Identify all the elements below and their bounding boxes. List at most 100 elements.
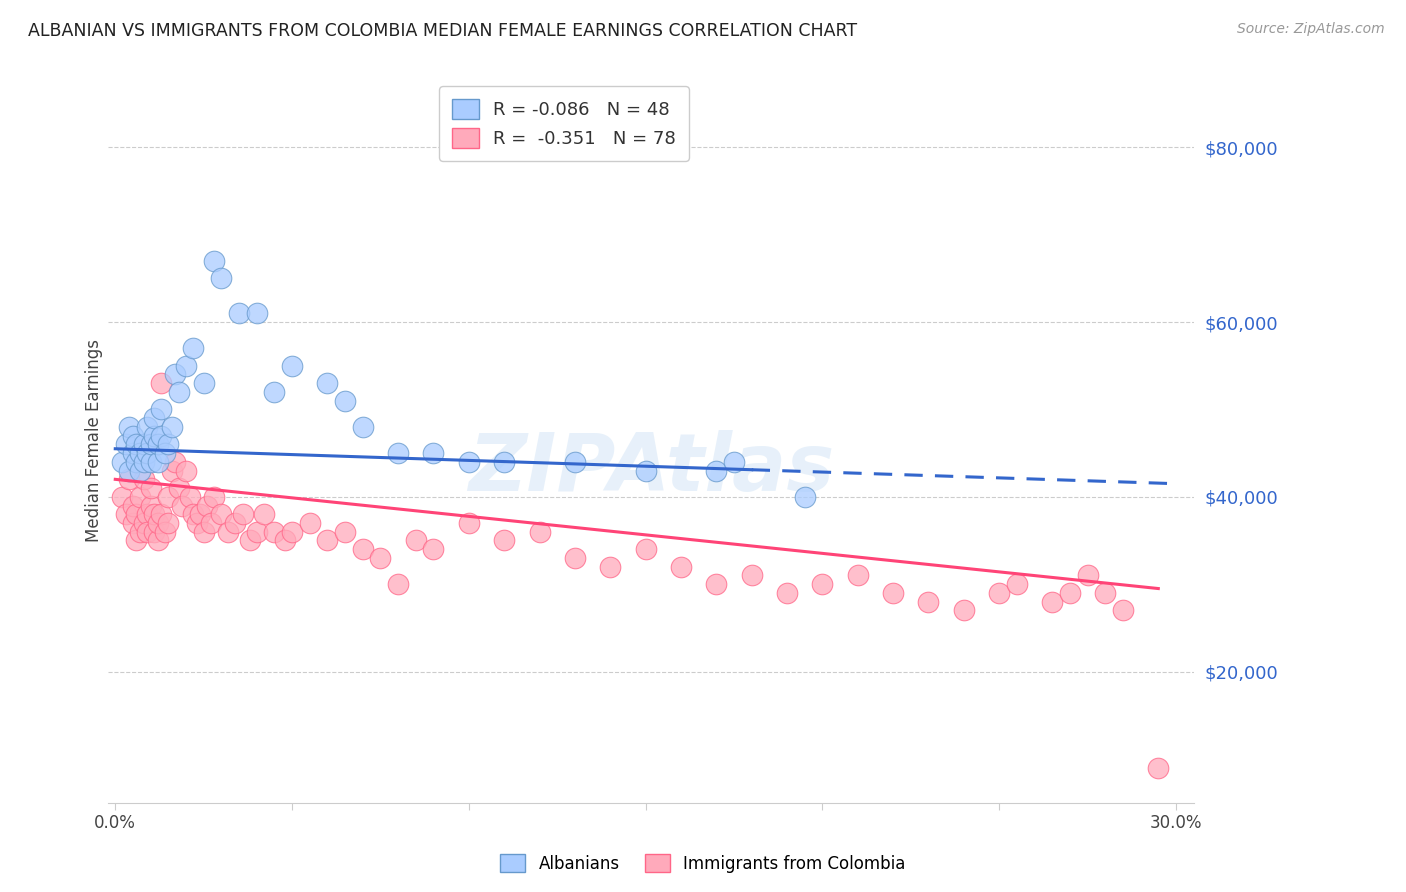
Point	[143, 524, 166, 539]
Point	[316, 376, 339, 391]
Point	[111, 455, 134, 469]
Point	[181, 341, 204, 355]
Point	[118, 472, 141, 486]
Point	[988, 586, 1011, 600]
Point	[115, 508, 138, 522]
Point	[1094, 586, 1116, 600]
Point	[118, 464, 141, 478]
Point	[143, 411, 166, 425]
Point	[232, 508, 254, 522]
Point	[132, 437, 155, 451]
Point	[132, 516, 155, 530]
Point	[150, 508, 173, 522]
Point	[217, 524, 239, 539]
Point	[118, 420, 141, 434]
Point	[122, 446, 145, 460]
Point	[352, 420, 374, 434]
Point	[246, 524, 269, 539]
Point	[202, 254, 225, 268]
Point	[281, 359, 304, 373]
Point	[195, 499, 218, 513]
Point	[263, 384, 285, 399]
Legend: Albanians, Immigrants from Colombia: Albanians, Immigrants from Colombia	[494, 847, 912, 880]
Point	[125, 437, 148, 451]
Point	[1112, 603, 1135, 617]
Point	[599, 559, 621, 574]
Point	[387, 446, 409, 460]
Point	[150, 402, 173, 417]
Point	[316, 533, 339, 548]
Point	[122, 499, 145, 513]
Point	[953, 603, 976, 617]
Point	[263, 524, 285, 539]
Point	[457, 516, 479, 530]
Y-axis label: Median Female Earnings: Median Female Earnings	[86, 339, 103, 541]
Point	[298, 516, 321, 530]
Point	[139, 499, 162, 513]
Point	[146, 533, 169, 548]
Point	[494, 455, 516, 469]
Point	[202, 490, 225, 504]
Point	[741, 568, 763, 582]
Text: Source: ZipAtlas.com: Source: ZipAtlas.com	[1237, 22, 1385, 37]
Point	[153, 524, 176, 539]
Point	[160, 464, 183, 478]
Point	[634, 464, 657, 478]
Point	[143, 428, 166, 442]
Point	[111, 490, 134, 504]
Point	[846, 568, 869, 582]
Point	[139, 455, 162, 469]
Point	[139, 437, 162, 451]
Point	[165, 455, 187, 469]
Point	[129, 464, 152, 478]
Point	[122, 428, 145, 442]
Point	[634, 542, 657, 557]
Point	[274, 533, 297, 548]
Point	[136, 420, 159, 434]
Point	[352, 542, 374, 557]
Point	[457, 455, 479, 469]
Point	[1005, 577, 1028, 591]
Text: ZIPAtlas: ZIPAtlas	[468, 430, 834, 508]
Point	[129, 524, 152, 539]
Point	[153, 446, 176, 460]
Point	[179, 490, 201, 504]
Point	[125, 508, 148, 522]
Point	[150, 428, 173, 442]
Point	[246, 306, 269, 320]
Point	[723, 455, 745, 469]
Point	[157, 490, 180, 504]
Point	[253, 508, 276, 522]
Point	[1059, 586, 1081, 600]
Point	[160, 420, 183, 434]
Point	[146, 437, 169, 451]
Point	[136, 508, 159, 522]
Point	[333, 393, 356, 408]
Legend: R = -0.086   N = 48, R =  -0.351   N = 78: R = -0.086 N = 48, R = -0.351 N = 78	[439, 87, 689, 161]
Point	[281, 524, 304, 539]
Point	[132, 455, 155, 469]
Point	[165, 368, 187, 382]
Point	[1147, 761, 1170, 775]
Point	[115, 437, 138, 451]
Point	[704, 464, 727, 478]
Point	[132, 472, 155, 486]
Point	[529, 524, 551, 539]
Point	[181, 508, 204, 522]
Point	[129, 446, 152, 460]
Point	[422, 446, 444, 460]
Point	[387, 577, 409, 591]
Point	[193, 524, 215, 539]
Point	[1077, 568, 1099, 582]
Point	[186, 516, 208, 530]
Point	[136, 446, 159, 460]
Point	[224, 516, 246, 530]
Point	[776, 586, 799, 600]
Point	[917, 594, 939, 608]
Point	[167, 481, 190, 495]
Point	[172, 499, 194, 513]
Point	[174, 359, 197, 373]
Point	[157, 437, 180, 451]
Point	[704, 577, 727, 591]
Point	[239, 533, 262, 548]
